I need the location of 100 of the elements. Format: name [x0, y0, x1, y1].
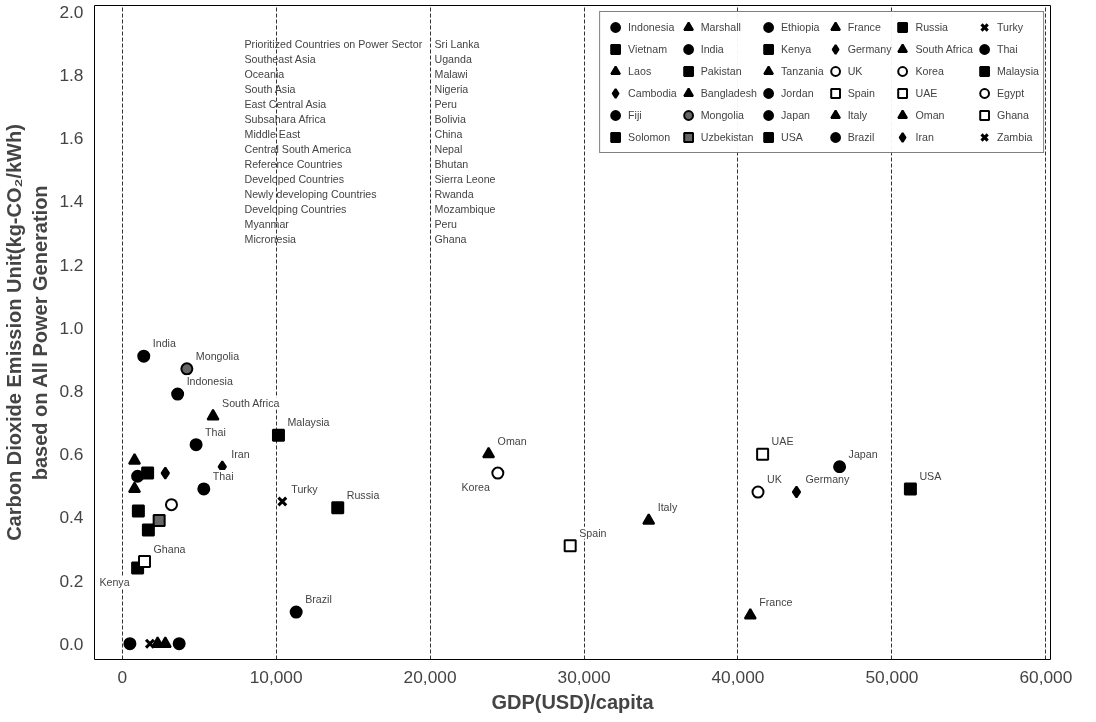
- legend-label: Uzbekistan: [700, 130, 754, 144]
- annotation: Russia: [346, 488, 380, 501]
- annotation: Prioritized Countries on Power Sector: [244, 37, 423, 50]
- point: [833, 460, 847, 474]
- legend-label: USA: [780, 130, 803, 144]
- legend-label: Oman: [915, 108, 945, 122]
- annotation: Thai: [212, 469, 234, 482]
- legend-label: Kenya: [780, 42, 812, 56]
- annotation: France: [759, 596, 793, 609]
- point: [482, 446, 496, 459]
- point: [172, 637, 186, 651]
- legend-label: Tanzania: [780, 64, 824, 78]
- legend-label: Mongolia: [700, 108, 744, 122]
- x-tick-label: 20,000: [403, 666, 457, 687]
- legend-label: Japan: [780, 108, 811, 122]
- point: [276, 496, 288, 507]
- annotation: Central South America: [244, 142, 352, 155]
- y-tick-label: 2.0: [59, 1, 84, 22]
- point: [197, 482, 211, 496]
- annotation: Ghana: [434, 232, 467, 245]
- annotation: Bhutan: [434, 157, 469, 170]
- legend-label: Bangladesh: [700, 86, 757, 100]
- y-tick-label: 0.0: [59, 633, 84, 654]
- legend-label: Germany: [847, 42, 892, 56]
- annotation: Nepal: [434, 142, 463, 155]
- annotation: Bolivia: [434, 112, 466, 125]
- annotation: Nigeria: [434, 82, 469, 95]
- annotation: Italy: [657, 501, 678, 514]
- annotation: Ghana: [153, 542, 186, 555]
- annotation: China: [434, 127, 463, 140]
- annotation: Brazil: [305, 593, 332, 606]
- annotation: Sri Lanka: [434, 37, 480, 50]
- point: [206, 408, 220, 421]
- x-tick-label: 50,000: [865, 666, 919, 687]
- y-tick-label: 1.0: [59, 317, 84, 338]
- legend-label: Russia: [915, 20, 949, 34]
- annotation: Japan: [848, 447, 878, 460]
- annotation: Southeast Asia: [244, 52, 316, 65]
- y-tick-label: 1.4: [59, 191, 84, 212]
- point: [123, 637, 137, 651]
- annotation: Malaysia: [287, 416, 330, 429]
- point: [128, 453, 142, 465]
- point: [903, 482, 917, 496]
- legend-label: South Africa: [915, 42, 973, 56]
- legend-label: Zambia: [996, 130, 1033, 144]
- legend-label: Laos: [628, 64, 652, 78]
- point: [164, 498, 178, 512]
- annotation: Mongolia: [195, 349, 240, 362]
- y-tick-label: 1.2: [59, 254, 84, 275]
- annotation: UAE: [771, 435, 794, 448]
- annotation: India: [152, 337, 176, 350]
- annotation: Spain: [579, 526, 607, 539]
- y-axis-title: Carbon Dioxide Emission Unit(kg-CO₂/kWh) based on All Power Generation: [3, 124, 52, 541]
- legend-label: UK: [847, 64, 864, 78]
- annotation: Middle East: [244, 127, 301, 140]
- point: [180, 362, 194, 376]
- point: [138, 555, 152, 569]
- x-tick-label: 0: [117, 666, 128, 687]
- legend-label: UAE: [915, 86, 938, 100]
- y-tick-label: 0.2: [59, 570, 84, 591]
- annotation: Rwanda: [434, 187, 474, 200]
- legend-label: France: [847, 20, 881, 34]
- legend-label: Vietnam: [628, 42, 668, 56]
- point: [131, 504, 145, 518]
- point: [563, 539, 577, 553]
- point: [137, 349, 151, 363]
- legend-label: Marshall: [700, 20, 741, 34]
- x-tick-label: 60,000: [1019, 666, 1073, 687]
- point: [141, 523, 155, 537]
- annotation: Newly developing Countries: [244, 187, 377, 200]
- legend-label: Cambodia: [628, 86, 677, 100]
- y-tick-label: 0.4: [59, 507, 84, 528]
- annotation: Reference Countries: [244, 157, 343, 170]
- annotation: Turky: [291, 482, 319, 495]
- point: [642, 513, 656, 525]
- legend-label: Solomon: [628, 130, 671, 144]
- legend-label: Brazil: [847, 130, 875, 144]
- legend-label: India: [700, 42, 724, 56]
- annotation: Thai: [205, 425, 226, 438]
- annotation: Micronesia: [244, 232, 297, 245]
- legend-label: Korea: [915, 64, 944, 78]
- annotation: East Central Asia: [244, 97, 327, 110]
- annotation: Malawi: [434, 67, 468, 80]
- annotation: Kenya: [99, 575, 130, 588]
- legend-label: Turky: [996, 20, 1024, 34]
- annotation: Developed Countries: [244, 172, 345, 185]
- y-tick-label: 1.6: [59, 128, 84, 149]
- point: [189, 438, 203, 452]
- annotation: Korea: [461, 481, 490, 494]
- point: [128, 481, 142, 494]
- point: [331, 501, 345, 515]
- annotation: Iran: [231, 447, 250, 460]
- legend-label: Pakistan: [700, 64, 742, 78]
- y-tick-label: 0.8: [59, 380, 84, 401]
- legend-label: Egypt: [996, 86, 1025, 100]
- annotation: Mozambique: [434, 202, 496, 215]
- legend-label: Spain: [847, 86, 875, 100]
- y-tick-label: 1.8: [59, 65, 84, 86]
- point: [791, 485, 802, 499]
- legend-label: Indonesia: [628, 20, 675, 34]
